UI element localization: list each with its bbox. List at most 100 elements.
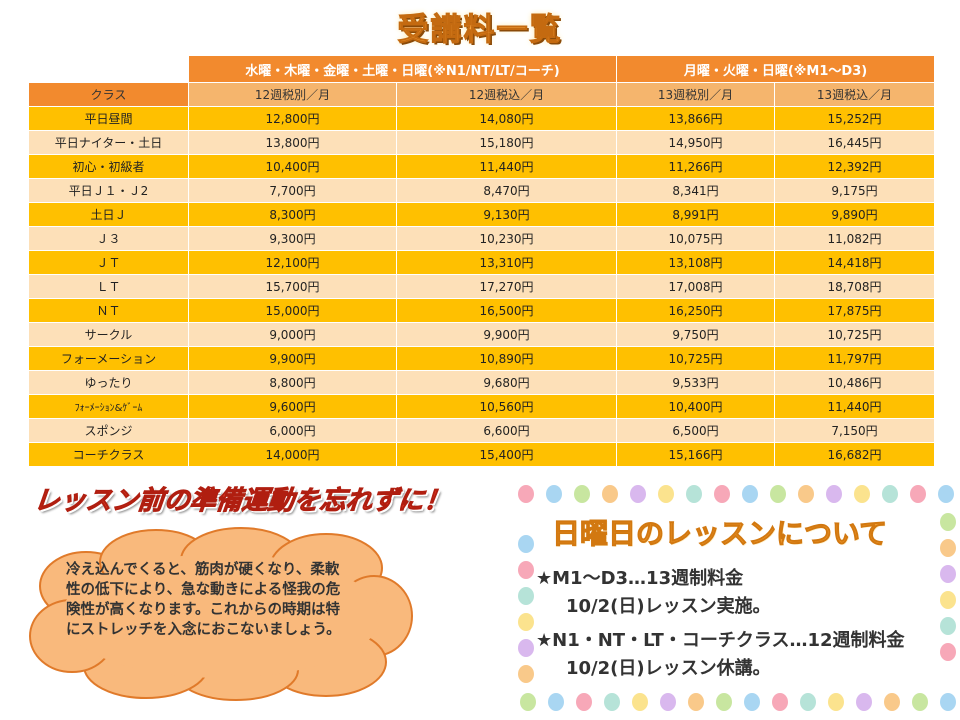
decor-dot: [602, 485, 618, 503]
decor-dot: [546, 485, 562, 503]
price-cell: 8,800円: [188, 370, 397, 395]
cloud-shape: [29, 527, 413, 701]
decor-dot: [798, 485, 814, 503]
fee-table-body: 平日昼間 12,800円 14,080円 13,866円 15,252円 平日ナイター・土…: [28, 106, 936, 467]
cloud-text: 冷え込んでくると、筋肉が硬くなり、柔軟 性の低下により、急な動きによる怪我の危 …: [66, 560, 386, 640]
table-row: ＮＴ 15,000円 16,500円 16,250円 17,875円: [28, 298, 936, 323]
sunday-notice-n1-coach-detail: 10/2(日)レッスン休講。: [566, 658, 771, 679]
price-cell: 15,166円: [616, 442, 776, 467]
table-row: Ｊ３ 9,300円 10,230円 10,075円 11,082円: [28, 226, 936, 251]
price-cell: 12,100円: [188, 250, 397, 275]
price-cell: 6,500円: [616, 418, 776, 443]
price-cell: 6,000円: [188, 418, 397, 443]
decor-dot: [940, 539, 956, 557]
sunday-notice-m1-d3: ★M1～D3…13週制料金: [536, 568, 744, 589]
price-cell: 12,392円: [774, 154, 936, 179]
price-cell: 16,445円: [774, 130, 936, 155]
price-cell: 15,400円: [395, 442, 618, 467]
class-name-cell: コーチクラス: [28, 442, 189, 467]
decor-dot: [604, 693, 620, 711]
decor-dot: [548, 693, 564, 711]
price-cell: 9,000円: [188, 322, 397, 347]
table-row: ＪＴ 12,100円 13,310円 13,108円 14,418円: [28, 250, 936, 275]
class-name-cell: フォーメーション: [28, 346, 189, 371]
price-cell: 9,300円: [188, 226, 397, 251]
column-header-12w-incl: 12週税込／月: [395, 82, 618, 107]
price-cell: 16,250円: [616, 298, 776, 323]
decor-dot: [518, 561, 534, 579]
class-name-cell: 土日Ｊ: [28, 202, 189, 227]
price-cell: 11,797円: [774, 346, 936, 371]
price-cell: 14,950円: [616, 130, 776, 155]
table-row: 初心・初級者 10,400円 11,440円 11,266円 12,392円: [28, 154, 936, 179]
class-name-cell: ＪＴ: [28, 250, 189, 275]
price-cell: 15,252円: [774, 106, 936, 131]
price-cell: 10,486円: [774, 370, 936, 395]
class-name-cell: 平日ナイター・土日: [28, 130, 189, 155]
price-cell: 15,180円: [395, 130, 618, 155]
price-cell: 9,890円: [774, 202, 936, 227]
price-cell: 14,080円: [395, 106, 618, 131]
price-cell: 9,600円: [188, 394, 397, 419]
price-cell: 9,900円: [188, 346, 397, 371]
class-name-cell: ゆったり: [28, 370, 189, 395]
decor-dot: [518, 485, 534, 503]
table-row: 平日ナイター・土日 13,800円 15,180円 14,950円 16,445円: [28, 130, 936, 155]
price-cell: 11,082円: [774, 226, 936, 251]
price-cell: 10,890円: [395, 346, 618, 371]
price-cell: 15,700円: [188, 274, 397, 299]
decor-dot: [744, 693, 760, 711]
price-cell: 8,300円: [188, 202, 397, 227]
column-header-13w-excl: 13週税別／月: [616, 82, 776, 107]
price-cell: 13,800円: [188, 130, 397, 155]
group-header-wed-sun: 水曜・木曜・金曜・土曜・日曜(※N1/NT/LT/コーチ): [187, 55, 618, 83]
price-cell: 10,075円: [616, 226, 776, 251]
price-cell: 8,341円: [616, 178, 776, 203]
decor-dot: [686, 485, 702, 503]
price-cell: 6,600円: [395, 418, 618, 443]
price-cell: 13,310円: [395, 250, 618, 275]
decor-dot: [630, 485, 646, 503]
table-row: 平日昼間 12,800円 14,080円 13,866円 15,252円: [28, 106, 936, 131]
price-cell: 10,400円: [188, 154, 397, 179]
price-cell: 11,440円: [395, 154, 618, 179]
cloud-line: 冷え込んでくると、筋肉が硬くなり、柔軟: [66, 562, 340, 578]
price-cell: 10,230円: [395, 226, 618, 251]
decor-dot: [574, 485, 590, 503]
decor-dot: [518, 613, 534, 631]
column-header-row: クラス 12週税別／月 12週税込／月 13週税別／月 13週税込／月: [28, 82, 936, 107]
decor-dot: [938, 485, 954, 503]
price-cell: 9,533円: [616, 370, 776, 395]
class-name-cell: ﾌｫｰﾒｰｼｮﾝ&ｹﾞｰﾑ: [28, 394, 189, 419]
price-cell: 7,150円: [774, 418, 936, 443]
decor-dot: [882, 485, 898, 503]
stretch-advice-cloud: 冷え込んでくると、筋肉が硬くなり、柔軟 性の低下により、急な動きによる怪我の危 …: [26, 524, 414, 704]
cloud-line: にストレッチを入念におこないましょう。: [66, 622, 341, 638]
decor-dot: [660, 693, 676, 711]
class-name-cell: 平日昼間: [28, 106, 189, 131]
group-header-blank: [28, 55, 189, 83]
cloud-line: 険性が高くなります。これからの時期は特: [66, 602, 341, 618]
decor-dot: [940, 693, 956, 711]
price-cell: 17,270円: [395, 274, 618, 299]
table-row: ﾌｫｰﾒｰｼｮﾝ&ｹﾞｰﾑ 9,600円 10,560円 10,400円 11,440円: [28, 394, 936, 419]
price-cell: 10,725円: [616, 346, 776, 371]
decor-dot: [940, 643, 956, 661]
decor-dot: [714, 485, 730, 503]
decor-dot: [910, 485, 926, 503]
group-header-mon-tue-sun: 月曜・火曜・日曜(※M1～D3): [616, 55, 936, 83]
cloud-line: 性の低下により、急な動きによる怪我の危: [66, 582, 341, 598]
decor-dot: [688, 693, 704, 711]
price-cell: 11,440円: [774, 394, 936, 419]
polka-dot-frame: [518, 485, 956, 711]
price-cell: 9,680円: [395, 370, 618, 395]
group-header-row: 水曜・木曜・金曜・土曜・日曜(※N1/NT/LT/コーチ) 月曜・火曜・日曜(※…: [28, 55, 936, 83]
page-title: 受講料一覧: [397, 12, 563, 49]
price-cell: 15,000円: [188, 298, 397, 323]
decor-dot: [576, 693, 592, 711]
price-cell: 18,708円: [774, 274, 936, 299]
decor-dot: [518, 535, 534, 553]
decor-dot: [912, 693, 928, 711]
price-cell: 13,866円: [616, 106, 776, 131]
price-cell: 9,750円: [616, 322, 776, 347]
